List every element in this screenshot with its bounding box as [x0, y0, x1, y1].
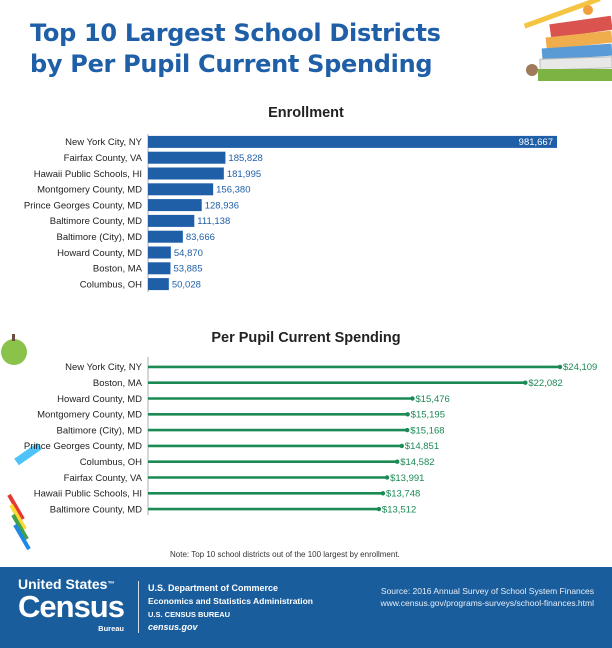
spending-value-label: $13,512 [382, 504, 416, 515]
spending-bar-end-dot [405, 427, 410, 433]
footer-divider [138, 581, 139, 633]
enrollment-value-label: 981,667 [519, 137, 553, 148]
enrollment-value-label: 54,870 [174, 248, 203, 259]
source-url[interactable]: www.census.gov/programs-surveys/school-f… [380, 598, 594, 608]
spending-category-label: Columbus, OH [80, 457, 142, 468]
spending-category-label: Prince Georges County, MD [24, 441, 142, 452]
spending-category-label: New York City, NY [65, 362, 143, 373]
enrollment-value-label: 50,028 [172, 279, 201, 290]
enrollment-bar [148, 199, 202, 212]
enrollment-chart-title: Enrollment [268, 105, 344, 121]
department-info: U.S. Department of Commerce Economics an… [148, 582, 313, 634]
footer: United States™ Census Bureau U.S. Depart… [0, 567, 612, 648]
enrollment-bar [148, 214, 195, 227]
spending-value-label: $15,476 [415, 394, 449, 405]
enrollment-bar [148, 151, 226, 164]
enrollment-bar [148, 278, 169, 291]
spending-bar-end-dot [384, 475, 390, 480]
spending-bar-end-dot [380, 491, 386, 496]
spending-value-label: $14,851 [405, 441, 439, 452]
spending-category-label: Boston, MA [93, 378, 143, 389]
spending-value-label: $15,195 [411, 410, 445, 421]
spending-value-label: $13,991 [390, 473, 424, 484]
spending-category-label: Baltimore County, MD [50, 504, 142, 515]
enrollment-category-label: Howard County, MD [57, 248, 142, 259]
spending-category-label: Howard County, MD [57, 394, 142, 405]
spending-value-label: $14,582 [400, 457, 434, 468]
enrollment-bar [148, 246, 171, 259]
spending-bar-end-dot [394, 459, 400, 464]
chart-note: Note: Top 10 school districts out of the… [170, 550, 400, 559]
dept-line-2: Economics and Statistics Administration [148, 596, 313, 606]
spending-value-label: $22,082 [528, 378, 562, 389]
enrollment-bar [148, 183, 214, 196]
title-line-2: by Per Pupil Current Spending [30, 50, 433, 78]
spending-category-label: Hawaii Public Schools, HI [34, 489, 142, 500]
spending-bar-end-dot [557, 364, 563, 370]
enrollment-category-label: Columbus, OH [80, 279, 142, 290]
enrollment-value-label: 128,936 [205, 200, 239, 211]
spending-value-label: $13,748 [386, 489, 420, 500]
enrollment-category-label: Boston, MA [93, 264, 143, 275]
spending-chart-title: Per Pupil Current Spending [211, 330, 401, 346]
census-logo[interactable]: United States™ Census Bureau [18, 576, 130, 634]
infographic-title: Top 10 Largest School Districts by Per P… [30, 18, 510, 80]
enrollment-category-label: Prince Georges County, MD [24, 200, 142, 211]
enrollment-value-label: 83,666 [186, 232, 215, 243]
enrollment-bar [148, 230, 183, 243]
logo-trademark: ™ [107, 581, 115, 588]
enrollment-category-label: Baltimore (City), MD [56, 232, 142, 243]
enrollment-value-label: 156,380 [216, 185, 250, 196]
spending-value-label: $24,109 [563, 362, 597, 373]
spending-bar-end-dot [399, 443, 404, 449]
enrollment-category-label: Fairfax County, VA [64, 153, 143, 164]
enrollment-value-label: 53,885 [173, 264, 202, 275]
dept-line-3: U.S. CENSUS BUREAU [148, 610, 231, 619]
enrollment-category-label: Hawaii Public Schools, HI [34, 169, 142, 180]
spending-category-label: Baltimore (City), MD [56, 425, 142, 436]
spending-bar-end-dot [376, 506, 382, 512]
spending-value-label: $15,168 [410, 425, 444, 436]
spending-lollipop-chart: New York City, NY $24,109 Boston, MA $22,08… [24, 357, 597, 515]
enrollment-category-label: Baltimore County, MD [50, 216, 142, 227]
source-info: Source: 2016 Annual Survey of School Sys… [380, 585, 594, 609]
apple-and-pencils-illustration [1, 334, 42, 551]
spending-category-label: Montgomery County, MD [37, 410, 142, 421]
enrollment-value-label: 111,138 [197, 216, 230, 227]
spending-bar-end-dot [410, 396, 415, 401]
school-supplies-illustration [523, 0, 612, 81]
logo-line-2: Census [18, 589, 125, 624]
logo-line-3: Bureau [98, 624, 124, 633]
logo-line-1: United States [18, 576, 108, 592]
enrollment-bar [148, 167, 224, 180]
enrollment-value-label: 181,995 [227, 169, 261, 180]
spending-bar-end-dot [523, 380, 528, 385]
dept-line-1: U.S. Department of Commerce [148, 583, 279, 593]
title-line-1: Top 10 Largest School Districts [30, 19, 441, 47]
enrollment-category-label: New York City, NY [65, 137, 143, 148]
census-link[interactable]: census.gov [148, 622, 198, 632]
source-line-1: Source: 2016 Annual Survey of School Sys… [380, 586, 594, 596]
enrollment-bar [148, 262, 171, 275]
enrollment-category-label: Montgomery County, MD [37, 185, 142, 196]
spending-category-label: Fairfax County, VA [64, 473, 143, 484]
enrollment-value-label: 185,828 [228, 153, 262, 164]
spending-bar-end-dot [405, 412, 410, 417]
enrollment-bar-chart: New York City, NY 981,667 Fairfax County, … [24, 134, 557, 292]
enrollment-bar [148, 135, 557, 148]
